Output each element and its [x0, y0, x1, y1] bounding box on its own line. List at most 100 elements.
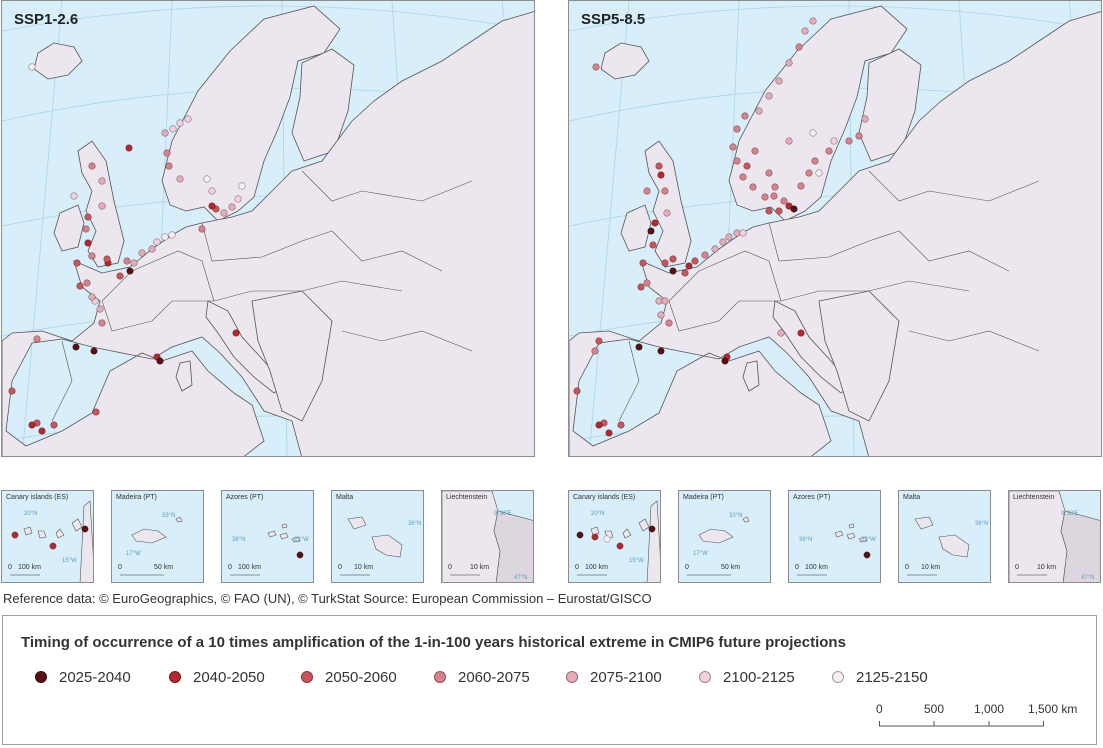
coastal-point-marker — [797, 182, 805, 190]
coastal-point-marker — [130, 259, 138, 267]
coastal-point-marker — [795, 43, 803, 51]
coastal-point-marker — [38, 427, 46, 435]
coastal-point-marker — [785, 202, 793, 210]
coastal-point-marker — [208, 202, 216, 210]
coastal-point-marker — [98, 319, 106, 327]
inset-grid-label: 38°N — [232, 537, 246, 543]
scale-label: 0 — [876, 702, 883, 716]
coastal-point-marker — [741, 112, 749, 120]
coastal-point-marker — [126, 267, 134, 275]
coastal-point-marker — [777, 329, 785, 337]
inset-scale-zero: 0 — [575, 564, 579, 571]
coastal-point-marker — [168, 231, 176, 239]
inset-scale-zero: 0 — [1015, 564, 1019, 571]
coastal-point-marker — [790, 205, 798, 213]
coastal-point-marker — [809, 17, 817, 25]
inset-scale-label: 100 km — [18, 564, 41, 571]
internal-borders — [618, 170, 1040, 422]
coastal-point-marker — [770, 192, 778, 200]
coastal-point-marker — [733, 125, 741, 133]
inset-title: Liechtenstein — [1013, 494, 1055, 501]
coastal-point-marker — [775, 77, 783, 85]
coastal-point-marker — [617, 421, 625, 429]
inset-grid-label: 20°N — [24, 511, 38, 517]
coastal-point-marker — [228, 203, 236, 211]
coastal-points — [8, 63, 246, 435]
sardinia-shape — [175, 360, 193, 392]
coastal-point-marker — [719, 238, 727, 246]
balkans-shape — [251, 290, 333, 422]
inset-azores: Azores (PT) 38°N 23°W 0 100 km — [221, 490, 314, 583]
inset-scale-label: 100 km — [805, 564, 828, 571]
coastal-point-marker — [103, 255, 111, 263]
inset-title: Malta — [903, 494, 921, 501]
inset-grid-label: 9°30'E — [1061, 511, 1079, 517]
coastal-point-marker — [148, 245, 156, 253]
coastal-point-marker — [651, 219, 659, 227]
coastal-point-marker — [805, 169, 813, 177]
coastal-point-marker — [733, 157, 741, 165]
coastal-point-marker — [739, 229, 747, 237]
coastal-point-marker — [649, 241, 657, 249]
coastal-point-marker — [665, 319, 673, 327]
coastal-point-marker — [232, 329, 240, 337]
coastal-point-marker — [765, 207, 773, 215]
legend-title: Timing of occurrence of a 10 times ampli… — [21, 634, 846, 651]
legend-label: 2050-2060 — [325, 669, 397, 686]
inset-scale-zero: 0 — [118, 564, 122, 571]
coastal-point-marker — [591, 347, 599, 355]
inset-grid-label: 15°W — [62, 558, 77, 564]
balkans-shape — [818, 290, 900, 422]
coastal-point-marker — [721, 357, 729, 365]
continent-shape — [2, 11, 534, 456]
coastal-point-marker — [771, 183, 779, 191]
inset-grid-label: 23°W — [861, 537, 876, 543]
legend-box: Timing of occurrence of a 10 times ampli… — [2, 615, 1097, 745]
coastal-point-marker — [639, 259, 647, 267]
coastal-point-marker — [657, 171, 665, 179]
coastal-point-marker — [797, 329, 805, 337]
coastal-point-marker — [785, 59, 793, 67]
coastal-point-marker — [138, 249, 146, 257]
coastal-point-marker — [92, 408, 100, 416]
coastal-point-marker — [70, 192, 78, 200]
coastal-point-marker — [669, 255, 677, 263]
coastal-point-marker — [198, 225, 206, 233]
legend-label: 2125-2150 — [856, 669, 928, 686]
coastal-point-marker — [573, 387, 581, 395]
italy-shape — [205, 300, 285, 394]
iceland-shape — [33, 42, 83, 80]
legend-dot — [301, 671, 313, 683]
coastal-point-marker — [809, 129, 817, 137]
coastal-point-marker — [825, 147, 833, 155]
scandinavia-shape — [728, 5, 908, 222]
inset-grid-label: 9°30'E — [494, 511, 512, 517]
uk-shape — [644, 140, 692, 268]
coastal-point-marker — [657, 311, 665, 319]
coastal-point-marker — [88, 293, 96, 301]
inset-title: Canary islands (ES) — [6, 494, 69, 501]
coastal-point-marker — [234, 195, 242, 203]
coastal-point-marker — [123, 257, 131, 265]
coastal-point-marker — [711, 245, 719, 253]
coastal-point-marker — [739, 173, 747, 181]
inset-title: Liechtenstein — [446, 494, 488, 501]
coastal-point-marker — [749, 183, 757, 191]
inset-liechtenstein: Liechtenstein 9°30'E 47°N 0 10 km — [441, 490, 534, 583]
inset-grid-label: 17°W — [126, 551, 141, 557]
coastal-point-marker — [72, 343, 80, 351]
scale-label: 500 — [924, 702, 945, 716]
coastal-point-marker — [116, 272, 124, 280]
inset-scale-label: 100 km — [238, 564, 261, 571]
coastal-point-marker — [592, 63, 600, 71]
scandinavia-shape — [161, 5, 341, 222]
inset-title: Malta — [336, 494, 354, 501]
coastal-point-marker — [220, 209, 228, 217]
coastal-point-marker — [176, 119, 184, 127]
coastal-point-marker — [88, 162, 96, 170]
inset-canary-islands: Canary islands (ES) 20°N 15°W 0 100 km — [1, 490, 94, 583]
inset-malta: Malta 36°N 0 10 km — [331, 490, 424, 583]
coastal-point-marker — [780, 197, 788, 205]
inset-grid-label: 33°N — [729, 513, 743, 519]
coastal-point-marker — [685, 262, 693, 270]
